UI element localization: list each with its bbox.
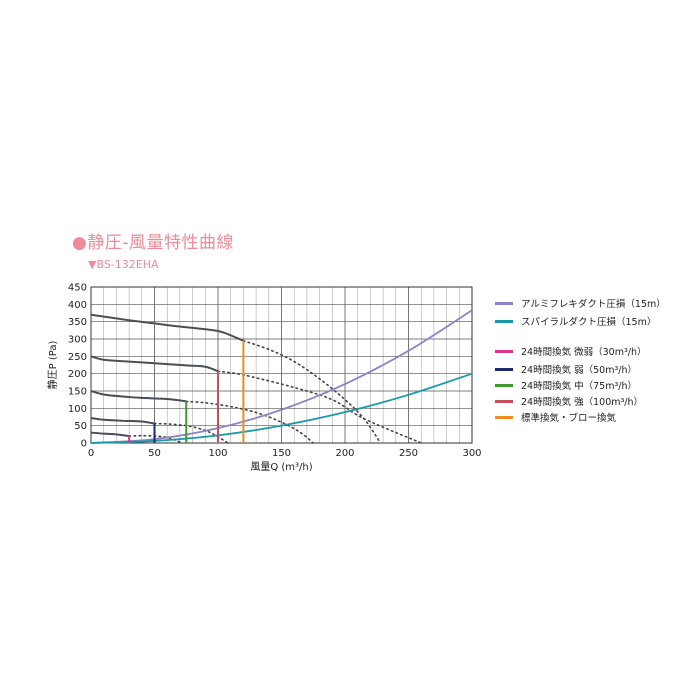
y-tick-label: 150 [68,387,87,398]
y-tick-label: 400 [68,300,87,311]
legend-item-spiral-duct: スパイラルダクト圧損（15m） [495,314,656,328]
legend-item-aluminum-duct: アルミフレキダクト圧損（15m） [495,296,666,310]
y-tick-label: 200 [68,369,87,380]
y-tick-label: 300 [68,335,87,346]
y-tick-label: 50 [74,421,87,432]
legend-item-weakest: 24時間換気 微弱（30m³/h） [495,344,646,358]
fan-curve-solid [90,355,219,373]
y-axis-label: 静圧P (Pa) [46,341,59,390]
legend-label: 24時間換気 弱（50m³/h） [521,365,637,376]
legend-label: 24時間換気 微弱（30m³/h） [521,347,647,358]
y-tick-label: 450 [68,283,87,294]
x-tick-label: 200 [335,448,354,459]
legend-item-weak: 24時間換気 弱（50m³/h） [495,362,637,376]
x-axis-label: 風量Q (m³/h) [250,461,312,473]
legend-swatch [495,399,513,403]
x-tick-label: 100 [208,448,227,459]
y-tick-label: 0 [81,439,87,450]
fan-curve-solid [90,313,244,342]
x-tick-label: 300 [462,448,481,459]
legend-swatch [495,349,513,353]
x-tick-label: 0 [88,448,94,459]
x-tick-label: 250 [399,448,418,459]
fan-curve-solid [90,431,130,438]
y-tick-label: 100 [68,404,87,415]
legend-swatch [495,383,513,387]
legend-label: スパイラルダクト圧損（15m） [521,317,657,328]
legend-swatch [495,319,513,323]
x-tick-label: 50 [148,448,161,459]
fan-curve-solid [90,417,155,425]
fan-curve-solid [90,390,187,403]
legend-label: アルミフレキダクト圧損（15m） [521,299,666,310]
legend-item-standard-blow: 標準換気・ブロー換気 [495,410,616,424]
legend-swatch [495,415,513,419]
chart-title: ●静圧-風量特性曲線 [72,233,234,253]
y-tick-label: 250 [68,352,87,363]
fan-curve-extension-dotted [217,370,422,444]
model-label: ▼BS-132EHA [88,258,159,271]
y-tick-label: 350 [68,317,87,328]
legend-label: 24時間換気 中（75m³/h） [521,381,637,392]
legend-item-strong: 24時間換気 強（100m³/h） [495,394,643,408]
plot-frame [90,286,473,444]
fan-curve-extension-dotted [153,422,229,444]
legend-label: 標準換気・ブロー換気 [521,413,617,424]
fan-curve-extension-dotted [185,400,315,444]
legend-swatch [495,367,513,371]
legend-item-medium: 24時間換気 中（75m³/h） [495,378,637,392]
x-tick-label: 150 [272,448,291,459]
legend-label: 24時間換気 強（100m³/h） [521,397,644,408]
legend-swatch [495,301,513,305]
